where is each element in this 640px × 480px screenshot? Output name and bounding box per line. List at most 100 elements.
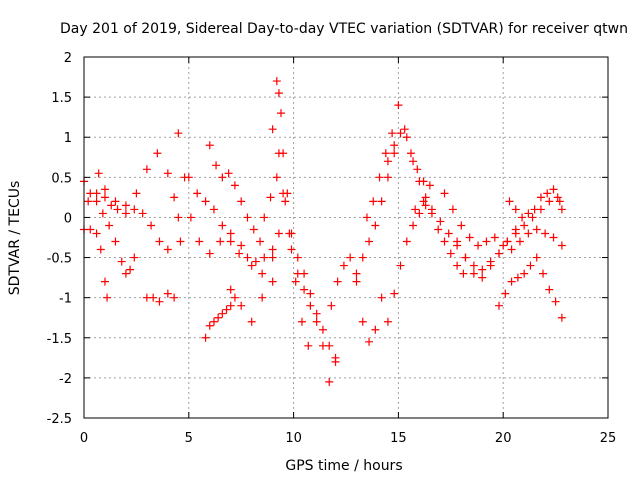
data-point (268, 125, 277, 134)
data-point (174, 129, 183, 138)
series-sat-g (184, 173, 283, 266)
data-point (92, 197, 101, 206)
data-point (153, 149, 162, 158)
data-point (520, 269, 529, 278)
series-sat-r (383, 201, 430, 326)
data-point (434, 225, 443, 234)
data-point (478, 273, 487, 282)
series-sat-j (226, 277, 277, 326)
y-tick-label: -1 (59, 292, 72, 307)
data-point (415, 209, 424, 218)
data-point (390, 149, 399, 158)
data-point (260, 253, 269, 262)
data-point (427, 205, 436, 214)
series-sat-l (268, 125, 340, 386)
data-point (461, 253, 470, 262)
y-tick-label: 0 (64, 211, 72, 226)
data-point (419, 197, 428, 206)
data-point (413, 165, 422, 174)
data-point (117, 257, 126, 266)
data-point (352, 277, 361, 286)
data-point (272, 173, 281, 182)
data-point (170, 293, 179, 302)
series-sat-c (84, 149, 185, 246)
series-sat-w (453, 225, 520, 282)
data-point (222, 305, 231, 314)
data-point (126, 265, 135, 274)
data-point (184, 173, 193, 182)
data-point (436, 217, 445, 226)
data-point (526, 261, 535, 270)
data-point (121, 201, 130, 210)
data-point (237, 241, 246, 250)
data-point (541, 229, 550, 238)
data-point (555, 197, 564, 206)
data-point (243, 213, 252, 222)
grid (84, 57, 608, 418)
data-point (551, 297, 560, 306)
data-point (440, 237, 449, 246)
data-point (170, 193, 179, 202)
data-point (539, 269, 548, 278)
y-tick-label: 1.5 (51, 91, 72, 106)
data-point (444, 229, 453, 238)
axis-ticks: 0 5 10 15 20 25 -2.5 -2 -1.5 -1 -0.5 0 0.5 1 1.5 2 (47, 51, 617, 446)
data-point (532, 225, 541, 234)
data-point (371, 325, 380, 334)
data-point (440, 189, 449, 198)
data-point (274, 229, 283, 238)
data-point (293, 269, 302, 278)
data-point (524, 209, 533, 218)
data-point (201, 197, 210, 206)
data-point (300, 285, 309, 294)
data-point (312, 309, 321, 318)
data-point (352, 269, 361, 278)
data-point (553, 193, 562, 202)
data-point (96, 245, 105, 254)
data-point (193, 189, 202, 198)
y-tick-label: 1 (64, 131, 72, 146)
data-point (163, 169, 172, 178)
data-point (325, 377, 334, 386)
data-point (201, 333, 210, 342)
data-point (365, 237, 374, 246)
data-point (425, 181, 434, 190)
data-point (138, 209, 147, 218)
data-point (121, 209, 130, 218)
data-point (306, 301, 315, 310)
data-point (214, 313, 223, 322)
data-point (268, 253, 277, 262)
data-point (501, 289, 510, 298)
data-points (80, 77, 566, 386)
data-point (230, 293, 239, 302)
data-point (130, 253, 139, 262)
data-point (130, 205, 139, 214)
data-point (346, 253, 355, 262)
data-point (226, 237, 235, 246)
data-point (318, 341, 327, 350)
data-point (524, 229, 533, 238)
data-point (86, 225, 95, 234)
data-point (243, 253, 252, 262)
data-point (421, 193, 430, 202)
data-point (258, 293, 267, 302)
data-point (511, 225, 520, 234)
data-point (536, 193, 545, 202)
data-point (390, 289, 399, 298)
data-point (446, 249, 455, 258)
data-point (186, 213, 195, 222)
data-point (549, 233, 558, 242)
data-point (402, 133, 411, 142)
data-point (274, 89, 283, 98)
data-point (258, 269, 267, 278)
data-point (266, 193, 275, 202)
plot-frame (83, 56, 609, 419)
data-point (237, 301, 246, 310)
data-point (421, 201, 430, 210)
y-axis-title: SDTVAR / TECUs (7, 181, 23, 296)
data-point (274, 149, 283, 158)
series-sat-o (362, 101, 434, 222)
data-point (306, 289, 315, 298)
series-sat-q (352, 149, 399, 278)
y-tick-label: -2.5 (47, 412, 72, 427)
